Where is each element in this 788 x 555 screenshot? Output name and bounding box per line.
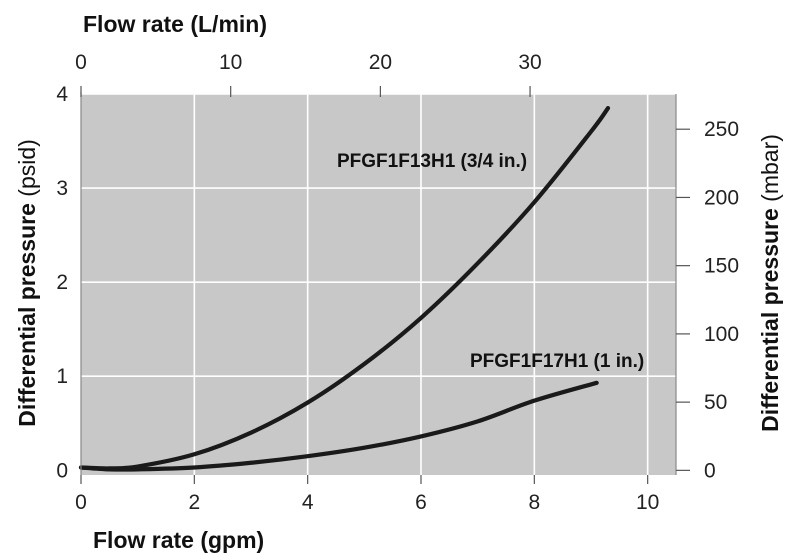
x-bottom-axis-title: Flow rate (gpm) bbox=[93, 527, 264, 553]
x-bottom-tick-label: 0 bbox=[75, 491, 87, 514]
series-label-pfgf1f17h1: PFGF1F17H1 (1 in.) bbox=[470, 351, 644, 372]
x-top-tick-label: 0 bbox=[75, 51, 87, 74]
series-labels: PFGF1F13H1 (3/4 in.) PFGF1F17H1 (1 in.) bbox=[337, 151, 644, 372]
y-right-tick-label: 100 bbox=[704, 323, 739, 346]
x-bottom-tick-label: 8 bbox=[528, 491, 540, 514]
x-top-tick-label: 30 bbox=[518, 51, 541, 74]
series-line-pfgf1f13h1 bbox=[78, 106, 611, 471]
x-bottom-tick-label: 4 bbox=[302, 491, 314, 514]
grid bbox=[81, 93, 676, 475]
y-left-tick-label: 4 bbox=[56, 83, 68, 106]
y-left-axis-title: Differential pressure (psid) bbox=[14, 139, 40, 427]
y-left-tick-label: 1 bbox=[56, 365, 68, 388]
y-left-tick-label: 3 bbox=[56, 177, 68, 200]
plot-area bbox=[81, 94, 676, 475]
x-bottom-tick-label: 2 bbox=[188, 491, 200, 514]
y-right-tick-label: 150 bbox=[704, 255, 739, 278]
series-label-pfgf1f13h1: PFGF1F13H1 (3/4 in.) bbox=[337, 151, 527, 172]
y-right-tick-label: 50 bbox=[704, 391, 727, 414]
y-right-tick-label: 0 bbox=[704, 459, 716, 482]
y-left-tick-label: 0 bbox=[56, 459, 68, 482]
x-bottom-tick-label: 10 bbox=[636, 491, 659, 514]
series-lines bbox=[78, 106, 611, 472]
x-top-tick-label: 10 bbox=[219, 51, 242, 74]
y-left-tick-label: 2 bbox=[56, 271, 68, 294]
x-bottom-tick-label: 6 bbox=[415, 491, 427, 514]
series-line-pfgf1f17h1 bbox=[78, 380, 599, 472]
y-right-axis-title: Differential pressure (mbar) bbox=[757, 134, 783, 432]
y-right-tick-label: 200 bbox=[704, 186, 739, 209]
x-top-axis-title: Flow rate (L/min) bbox=[83, 11, 267, 37]
y-right-tick-label: 250 bbox=[704, 118, 739, 141]
x-top-tick-label: 20 bbox=[369, 51, 392, 74]
